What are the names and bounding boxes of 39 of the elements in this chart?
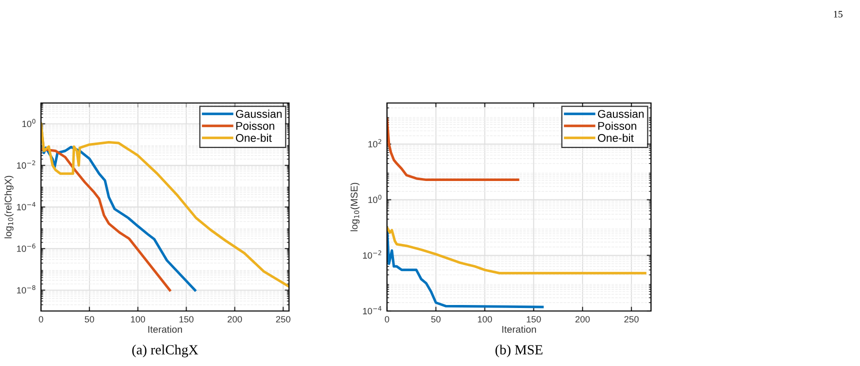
x-axis-title: Iteration [148,326,182,333]
x-tick-label: 0 [38,316,44,322]
line-series [42,148,172,292]
x-tick-label: 0 [384,316,390,322]
line-series [41,122,289,288]
line-series [387,226,544,308]
x-tick-label: 100 [131,316,146,322]
x-tick-label: 50 [431,316,441,322]
y-tick-label: 10$^{−4}$ [363,306,382,314]
x-axis-title: Iteration [502,326,536,333]
y-axis-title: log$_{10}$(MSE) [350,182,360,232]
y-axis-title: log$_{10}$(relChgX) [4,176,14,238]
text: (a) relChgX [132,344,198,358]
line-series [387,226,646,274]
legend-label: One-bit [236,134,272,142]
x-tick-label: 250 [624,316,639,322]
y-tick-label: 10$^{0}$ [22,118,36,128]
x-tick-label: 200 [575,316,590,322]
x-tick-label: 250 [276,316,290,322]
x-tick-label: 50 [84,316,94,322]
x-tick-label: 150 [179,316,194,322]
y-tick-label: 10$^{−4}$ [17,202,36,210]
legend-label: Gaussian [598,110,644,118]
y-tick-label: 10$^{−8}$ [17,285,36,294]
legend-label: Gaussian [236,110,282,118]
legend-label: Poisson [236,122,274,130]
x-tick-label: 150 [526,316,541,322]
y-tick-label: 10$^{0}$ [368,194,382,204]
legend-label: Poisson [598,122,636,130]
x-tick-label: 200 [228,316,242,322]
x-tick-label: 100 [478,316,492,322]
text: 15 [834,10,842,18]
y-tick-label: 10$^{−2}$ [363,250,382,259]
y-tick-label: 10$^{−6}$ [17,244,36,252]
y-tick-label: 10$^{2}$ [368,139,382,148]
text: (b) MSE [496,344,542,358]
legend-label: One-bit [598,134,634,142]
line-series [387,118,520,182]
y-tick-label: 10$^{−2}$ [17,160,36,169]
